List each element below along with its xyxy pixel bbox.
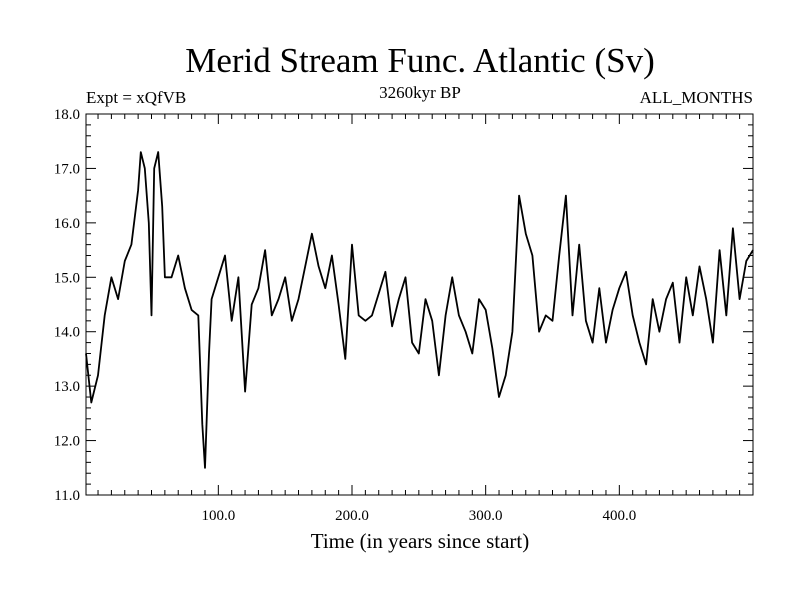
series-line <box>85 151 754 469</box>
y-tick-label: 16.0 <box>54 216 80 232</box>
x-tick-label: 100.0 <box>201 508 235 524</box>
y-tick-label: 17.0 <box>54 161 80 177</box>
y-tick-label: 12.0 <box>54 434 80 450</box>
y-tick-label: 18.0 <box>54 107 80 123</box>
plot-frame <box>85 113 754 496</box>
y-tick-label: 15.0 <box>54 270 80 286</box>
x-tick-label: 400.0 <box>602 508 636 524</box>
y-tick-label: 11.0 <box>54 488 80 504</box>
x-axis-title: Time (in years since start) <box>311 529 530 553</box>
period-label: 3260kyr BP <box>379 83 461 102</box>
y-tick-label: 13.0 <box>54 379 80 395</box>
experiment-label: Expt = xQfVB <box>86 88 186 107</box>
y-tick-label: 14.0 <box>54 325 80 341</box>
x-tick-label: 200.0 <box>335 508 369 524</box>
y-axis: 11.0 12.0 13.0 14.0 15.0 16.0 17.0 18.0 <box>54 107 753 504</box>
x-axis: 100.0 200.0 300.0 400.0 <box>97 114 741 524</box>
x-tick-label: 300.0 <box>469 508 503 524</box>
chart-title: Merid Stream Func. Atlantic (Sv) <box>185 41 655 80</box>
months-label: ALL_MONTHS <box>640 88 753 107</box>
